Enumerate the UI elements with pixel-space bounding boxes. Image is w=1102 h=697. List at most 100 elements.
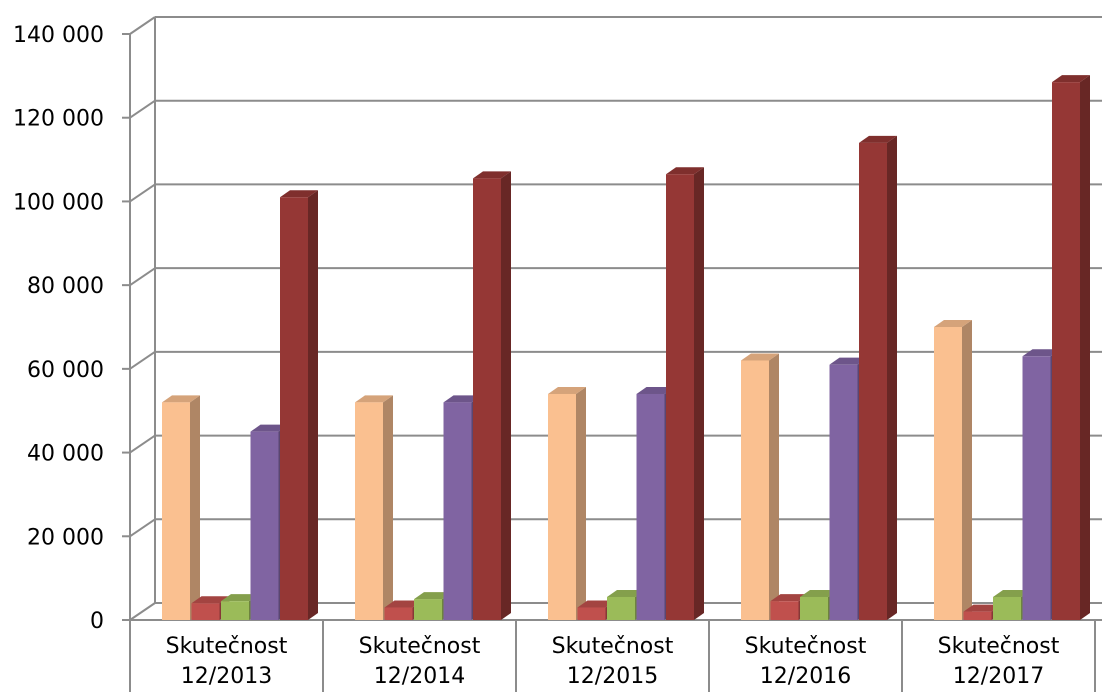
x-axis-category-labels: Skutečnost 12/2013 Skutečnost 12/2014 Skuteč… (166, 634, 1060, 689)
x-tick-label: 12/2013 (181, 664, 272, 689)
gridline-side (129, 602, 156, 621)
y-tick-label: 60 000 (27, 358, 104, 383)
bar-top (993, 589, 1031, 597)
bar (355, 395, 393, 620)
bar-top (548, 386, 586, 394)
x-tick-label: Skutečnost (552, 634, 674, 659)
x-tick-label: Skutečnost (745, 634, 867, 659)
x-tick-label: Skutečnost (166, 634, 288, 659)
bar-front (355, 402, 383, 620)
y-tick-label: 140 000 (13, 23, 104, 48)
bar-side (501, 171, 511, 620)
bar-top (829, 357, 868, 365)
bar-top (1022, 349, 1061, 357)
gridline-side (129, 267, 156, 286)
bar-front (1022, 356, 1051, 620)
bar (162, 395, 200, 620)
bar-top (800, 589, 838, 597)
bar (1052, 75, 1090, 620)
bar (473, 171, 511, 620)
bar-front (770, 601, 799, 620)
bar (859, 135, 897, 621)
y-tick-label: 0 (90, 609, 104, 634)
bar-top (607, 589, 645, 597)
bar-front (666, 174, 694, 620)
bar-front (548, 393, 576, 620)
bar-side (308, 190, 318, 620)
bar-top (636, 386, 675, 394)
x-tick-label: Skutečnost (938, 634, 1060, 659)
bar-front (577, 607, 606, 620)
bar-front (473, 178, 501, 620)
bar-side (962, 320, 972, 620)
bar-front (607, 596, 635, 620)
bar-front (250, 431, 279, 620)
bar-top (280, 190, 318, 198)
x-tick-label: 12/2017 (953, 664, 1044, 689)
bar-front (741, 360, 769, 620)
x-tick-label: 12/2016 (760, 664, 851, 689)
bar-top (741, 353, 779, 361)
bar-top (859, 135, 897, 143)
bars (162, 75, 1090, 621)
bar-side (576, 386, 586, 620)
gridline-side (129, 16, 156, 35)
gridline-side (129, 351, 156, 370)
bar-top (770, 594, 809, 602)
x-tick-label: Skutečnost (359, 634, 481, 659)
bar-front (384, 607, 413, 620)
bar-front (162, 402, 190, 620)
bar-top (355, 395, 393, 403)
bar-front (934, 327, 962, 620)
bar (741, 353, 779, 620)
y-tick-label: 80 000 (27, 274, 104, 299)
bar-top (443, 395, 482, 403)
bar (666, 167, 704, 620)
bar-top (473, 171, 511, 179)
y-tick-label: 20 000 (27, 525, 104, 550)
bar-top (221, 594, 259, 602)
bar-front (636, 393, 665, 620)
bar-top (1052, 75, 1090, 83)
gridline-side (129, 99, 156, 119)
bar-side (1080, 75, 1090, 620)
bar-top (191, 596, 230, 604)
y-tick-label: 120 000 (13, 107, 104, 132)
bar-front (191, 603, 220, 620)
bar-top (963, 604, 1002, 612)
bar-side (769, 353, 779, 620)
y-tick-label: 100 000 (13, 190, 104, 215)
bar-top (162, 395, 200, 403)
bar-front (859, 142, 887, 621)
bar-side (190, 395, 200, 620)
gridline-side (129, 518, 156, 538)
bar-side (887, 135, 897, 621)
bar-front (443, 402, 472, 620)
bar-front (221, 601, 249, 620)
bar-front (414, 599, 442, 620)
y-tick-label: 40 000 (27, 442, 104, 467)
bar-top (414, 592, 452, 600)
bar-front (800, 596, 828, 620)
bar (548, 386, 586, 620)
bar-front (1052, 82, 1080, 620)
bar-top (384, 600, 423, 608)
bar-front (963, 611, 992, 620)
bar-top (577, 600, 616, 608)
x-tick-label: 12/2015 (567, 664, 658, 689)
bar-top (250, 424, 289, 432)
bar-front (993, 596, 1021, 620)
y-axis-tick-labels: 0 20 000 40 000 60 000 80 000 100 000 120 000 1… (13, 23, 104, 634)
bar-front (280, 197, 308, 620)
bar-front (829, 364, 858, 620)
bar-top (666, 167, 704, 175)
gridline-side (129, 434, 156, 454)
bar-top (934, 320, 972, 327)
bar (280, 190, 318, 620)
gridline-side (129, 183, 156, 203)
bar-side (694, 167, 704, 620)
x-tick-label: 12/2014 (374, 664, 465, 689)
bar (934, 320, 972, 620)
